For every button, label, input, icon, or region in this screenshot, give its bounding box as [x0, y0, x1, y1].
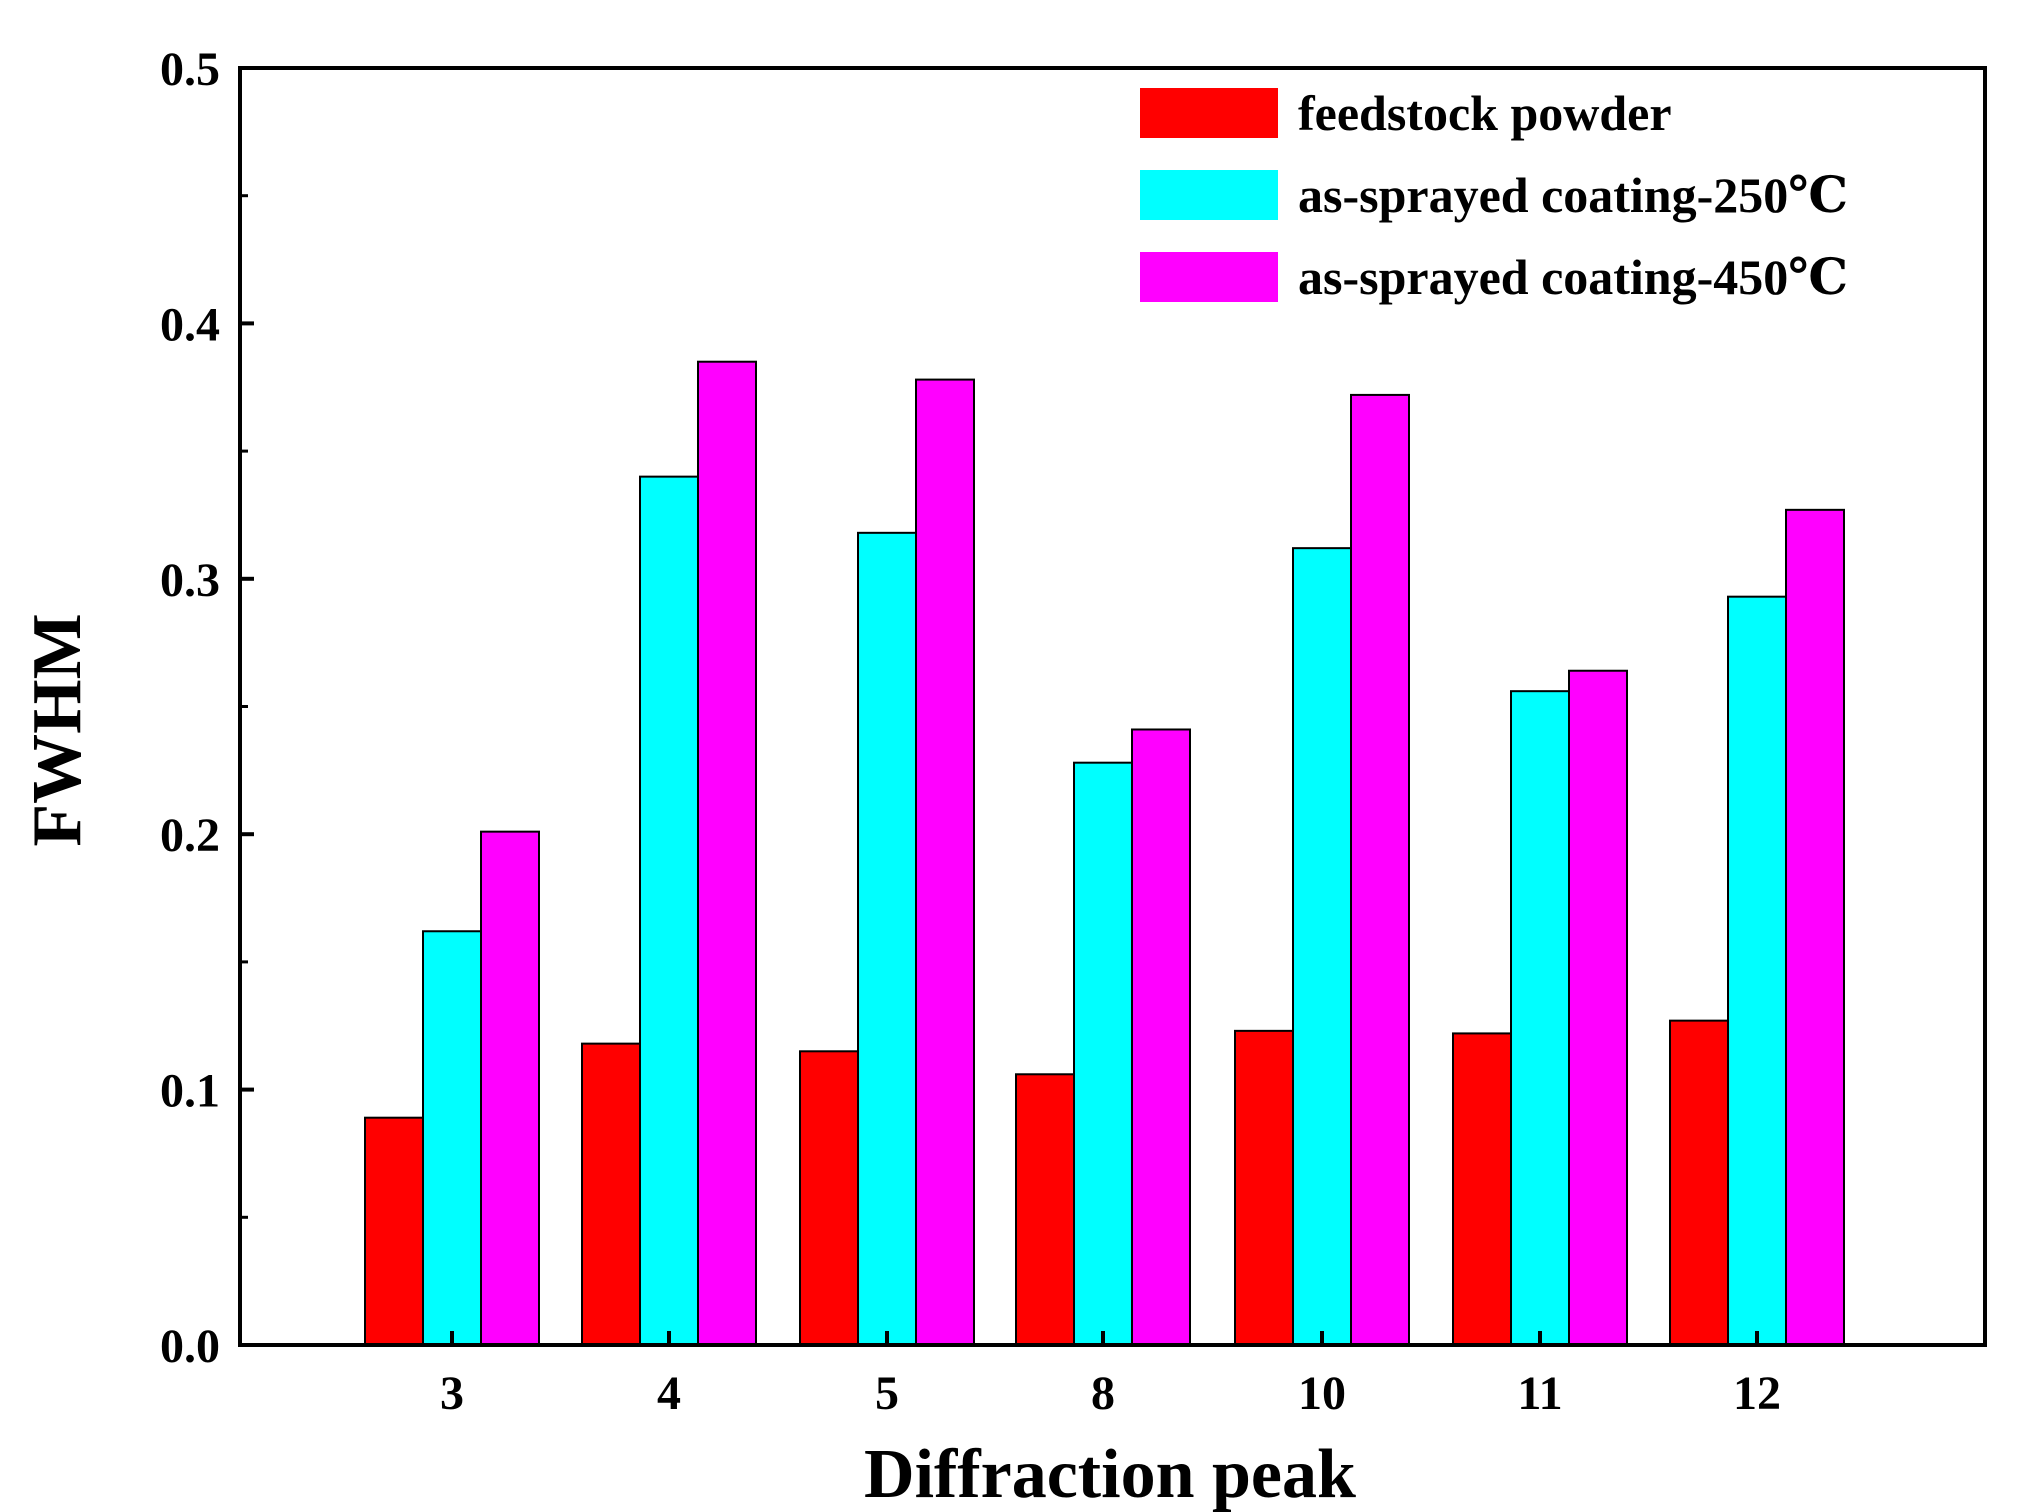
x-tick-label: 5: [875, 1367, 899, 1420]
bar-as-sprayed-peak-5: [857, 531, 917, 1346]
legend: feedstock powder as-sprayed coating-250℃ a…: [1140, 85, 1848, 305]
x-tick-label: 3: [440, 1367, 464, 1420]
bar-feedstock-peak-11: [1452, 1032, 1512, 1346]
bar-as-sprayed-peak-12: [1727, 595, 1787, 1346]
x-tick-label: 4: [657, 1367, 681, 1420]
x-tick-label: 8: [1091, 1367, 1115, 1420]
x-tick-label: 10: [1298, 1367, 1346, 1420]
bar-as-sprayed-peak-8: [1073, 761, 1133, 1346]
legend-label: as-sprayed coating-250℃: [1298, 167, 1848, 223]
bar-as-sprayed-peak-10: [1292, 547, 1352, 1346]
bar-as-sprayed-peak-11: [1568, 669, 1628, 1346]
bar-feedstock-peak-3: [364, 1116, 424, 1346]
y-tick-label: 0.4: [160, 298, 220, 351]
bar-feedstock-peak-4: [581, 1042, 641, 1347]
y-tick-label: 0.2: [160, 809, 220, 862]
bar-as-sprayed-peak-4: [639, 475, 699, 1346]
x-tick-label: 12: [1733, 1367, 1781, 1420]
bar-feedstock-peak-10: [1234, 1029, 1294, 1347]
y-tick-label: 0.0: [160, 1320, 220, 1373]
legend-swatch: [1140, 170, 1278, 220]
legend-swatch: [1140, 88, 1278, 138]
bar-feedstock-peak-8: [1015, 1073, 1075, 1346]
legend-swatch: [1140, 252, 1278, 302]
bar-as-sprayed-peak-3: [480, 830, 540, 1346]
bar-feedstock-peak-12: [1669, 1019, 1729, 1347]
x-tick-label: 11: [1517, 1367, 1562, 1420]
bar-as-sprayed-peak-3: [422, 930, 482, 1346]
y-axis-title: FWHM: [19, 613, 96, 846]
y-tick-label: 0.1: [160, 1065, 220, 1118]
bar-as-sprayed-peak-11: [1510, 690, 1570, 1346]
legend-label: feedstock powder: [1298, 85, 1672, 141]
bar-as-sprayed-peak-12: [1785, 508, 1845, 1347]
ticks-layer: 0.0 0.1 0.2 0.3 0.4 0.5 3 4 5 8 10 11 12: [160, 43, 1781, 1420]
bars-layer: [364, 360, 1845, 1347]
y-tick-label: 0.5: [160, 43, 220, 96]
bar-as-sprayed-peak-5: [915, 378, 975, 1346]
bar-as-sprayed-peak-4: [697, 360, 757, 1346]
y-tick-label: 0.3: [160, 554, 220, 607]
legend-label: as-sprayed coating-450℃: [1298, 249, 1848, 305]
bar-as-sprayed-peak-10: [1350, 393, 1410, 1346]
x-axis-title: Diffraction peak: [864, 1436, 1356, 1512]
bar-feedstock-peak-5: [799, 1050, 859, 1347]
bar-as-sprayed-peak-8: [1131, 728, 1191, 1346]
